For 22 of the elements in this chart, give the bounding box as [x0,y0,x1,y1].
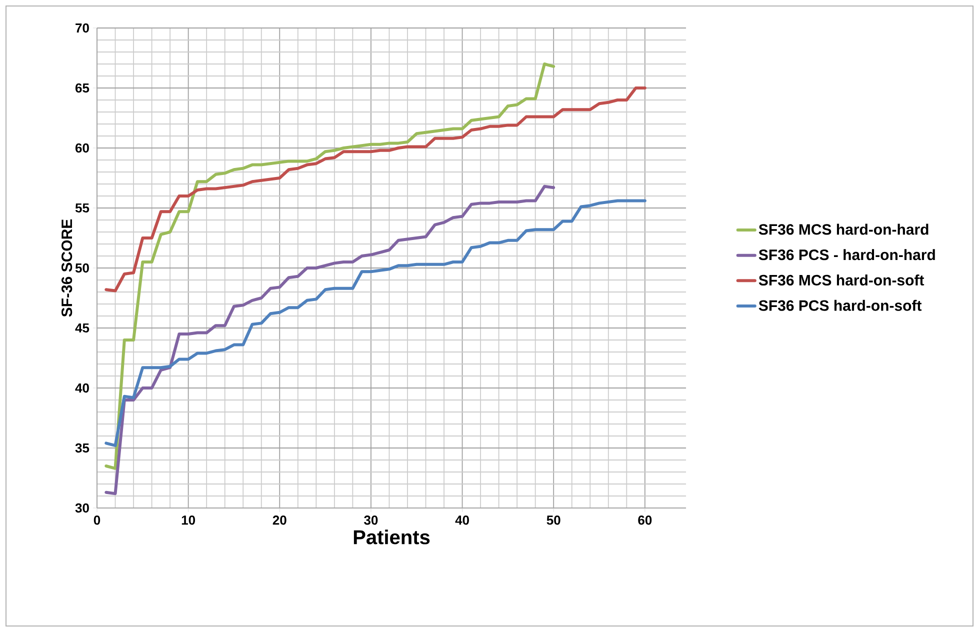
y-tick-label: 50 [75,263,89,273]
y-tick-label: 55 [75,203,90,213]
x-tick-label: 30 [364,516,378,525]
legend-label: SF36 MCS hard-on-hard [758,224,928,235]
x-tick-label: 10 [182,516,196,525]
x-tick-label: 0 [94,516,100,525]
y-tick-label: 40 [75,383,89,393]
y-tick-label: 60 [75,143,89,153]
x-tick-label: 50 [546,516,560,525]
x-axis-title: Patients [354,530,430,544]
legend-label: SF36 MCS hard-on-soft [758,274,924,286]
y-tick-label: 65 [75,83,90,93]
legend-label: SF36 PCS - hard-on-hard [758,249,935,260]
x-tick-label: 20 [272,516,286,525]
y-tick-label: 35 [75,443,90,453]
y-tick-label: 30 [75,503,89,513]
y-tick-label: 45 [75,323,90,333]
legend-label: SF36 PCS hard-on-soft [758,300,922,311]
y-axis-title: SF-36 SCORE [62,219,72,317]
y-tick-label: 70 [76,23,89,33]
x-tick-label: 60 [638,516,652,525]
x-tick-label: 40 [455,516,469,525]
